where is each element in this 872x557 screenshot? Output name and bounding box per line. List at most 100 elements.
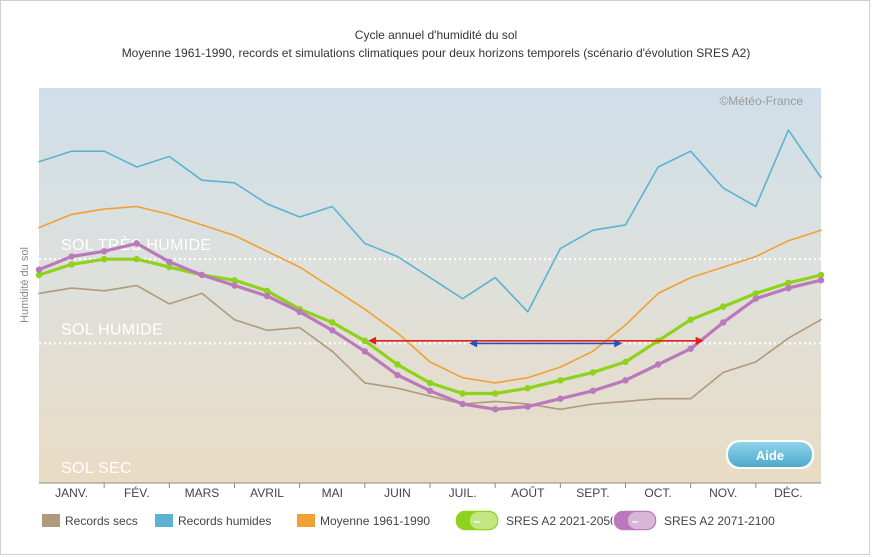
- month-tick-label: JUIL.: [449, 486, 477, 500]
- series-point: [68, 261, 75, 268]
- series-line: [38, 205, 822, 384]
- series-point: [720, 303, 727, 310]
- series-point: [817, 277, 825, 284]
- arrow-head-right: [614, 339, 623, 348]
- series-point: [394, 361, 401, 368]
- legend-item-records-humides[interactable]: Records humides: [155, 514, 271, 528]
- legend-label: Records secs: [65, 514, 138, 528]
- series-point: [459, 390, 466, 397]
- zone-label: SOL SEC: [61, 460, 132, 477]
- series-point: [589, 387, 597, 395]
- series-records-humides: [38, 129, 822, 313]
- series-point: [785, 279, 792, 287]
- series-point: [361, 348, 369, 355]
- series-point: [166, 258, 173, 265]
- legend-toggle-switch[interactable]: [612, 509, 658, 532]
- series-point: [687, 316, 694, 323]
- series-point: [459, 400, 466, 408]
- month-tick-label: OCT.: [644, 486, 671, 500]
- legend-swatch: [42, 514, 60, 527]
- series-point: [133, 255, 140, 263]
- legend-toggle-knob: [470, 512, 497, 529]
- legend-item-sres-a2-2021-2050[interactable]: – SRES A2 2021-2050: [454, 509, 617, 532]
- series-point: [329, 319, 336, 326]
- series-point: [198, 271, 206, 279]
- month-tick-label: AOÛT: [511, 485, 545, 500]
- series-point: [361, 337, 369, 344]
- series-line: [38, 129, 822, 313]
- legend-label: SRES A2 2071-2100: [664, 514, 775, 528]
- series-point: [296, 308, 303, 316]
- arrow-head-right: [695, 336, 704, 345]
- series-point: [752, 295, 760, 302]
- legend-item-records-secs[interactable]: Records secs: [42, 514, 138, 528]
- series-point: [426, 379, 434, 387]
- series-point: [231, 282, 238, 289]
- series-moyenne-1961-1990: [38, 205, 822, 384]
- y-axis-label: Humidité du sol: [19, 247, 31, 323]
- series-sres-a2-2071-2100: [35, 240, 825, 413]
- legend-swatch: [297, 514, 315, 527]
- month-tick-label: DÉC.: [774, 485, 803, 500]
- month-tick-label: JANV.: [55, 486, 88, 500]
- series-point: [752, 290, 760, 297]
- plot-background: [39, 88, 821, 483]
- legend-swatch: [155, 514, 173, 527]
- annotation-double-arrow: [469, 339, 623, 348]
- series-point: [68, 253, 75, 260]
- series-point: [785, 284, 792, 292]
- legend-label: Moyenne 1961-1990: [320, 514, 430, 528]
- legend-toggle-knob: [628, 512, 655, 529]
- series-point: [426, 387, 434, 395]
- series-point: [394, 371, 401, 379]
- series-point: [133, 240, 140, 247]
- series-sres-a2-2021-2050: [35, 255, 825, 397]
- series-point: [557, 395, 564, 402]
- series-point: [100, 248, 108, 255]
- series-point: [557, 377, 564, 384]
- copyright-label: ©Météo-France: [719, 94, 803, 108]
- series-point: [35, 266, 43, 273]
- series-records-secs: [38, 284, 822, 411]
- chart-subtitle: Moyenne 1961-1990, records et simulation…: [122, 46, 751, 60]
- series-point: [817, 271, 825, 279]
- legend-item-sres-a2-2071-2100[interactable]: – SRES A2 2071-2100: [612, 509, 775, 532]
- legend-toggle-label: –: [474, 514, 481, 528]
- legend-toggle-switch[interactable]: [454, 509, 500, 532]
- legend-item-moyenne-1961-1990[interactable]: Moyenne 1961-1990: [297, 514, 430, 528]
- arrow-head-left: [368, 336, 377, 345]
- legend-toggle-label: –: [632, 514, 639, 528]
- series-point: [622, 377, 629, 384]
- series-point: [524, 385, 531, 392]
- month-tick-label: AVRIL: [250, 486, 284, 500]
- month-tick-label: SEPT.: [576, 486, 609, 500]
- series-point: [166, 263, 173, 271]
- series-point: [329, 327, 336, 334]
- annotation-double-arrow: [368, 336, 704, 345]
- month-tick-label: NOV.: [709, 486, 737, 500]
- chart-title: Cycle annuel d'humidité du sol: [355, 28, 517, 42]
- legend-label: Records humides: [178, 514, 271, 528]
- series-point: [589, 369, 597, 376]
- month-tick-label: JUIN: [384, 486, 411, 500]
- help-button[interactable]: Aide: [726, 440, 814, 469]
- series-point: [100, 255, 108, 263]
- month-tick-label: MAI: [322, 486, 343, 500]
- series-point: [622, 358, 629, 366]
- help-button-label: Aide: [756, 448, 784, 463]
- series-line: [38, 284, 822, 411]
- series-point: [263, 292, 271, 300]
- legend-label: SRES A2 2021-2050: [506, 514, 617, 528]
- series-point: [654, 361, 662, 368]
- zone-label: SOL HUMIDE: [61, 321, 163, 338]
- series-point: [263, 287, 271, 294]
- series-point: [687, 345, 694, 352]
- series-point: [491, 406, 499, 413]
- series-point: [491, 390, 499, 397]
- series-point: [231, 277, 238, 284]
- month-tick-label: MARS: [185, 486, 220, 500]
- arrow-head-left: [469, 339, 478, 348]
- month-tick-label: FÉV.: [124, 485, 150, 500]
